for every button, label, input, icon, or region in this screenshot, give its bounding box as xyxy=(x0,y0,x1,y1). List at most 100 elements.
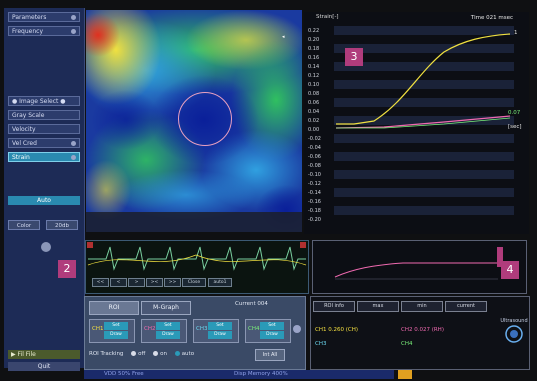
velocity-label: Velocity xyxy=(12,126,36,133)
y-tick-label: 0.04 xyxy=(308,109,319,115)
strain-image-view[interactable]: ◂ xyxy=(86,10,302,232)
ecg-waveform xyxy=(87,242,307,271)
channel-2-group: CH2 Set Draw xyxy=(141,319,187,343)
ch3-draw-button[interactable]: Draw xyxy=(208,331,232,339)
y-tick-label: -0.10 xyxy=(308,172,321,178)
radio-auto[interactable] xyxy=(174,351,180,356)
y-tick-label: 0.18 xyxy=(308,46,319,52)
grid-band xyxy=(334,188,514,197)
tab-roi[interactable]: ROI xyxy=(89,301,139,315)
radio-on[interactable] xyxy=(153,351,159,356)
callout-badge-3: 3 xyxy=(345,48,363,66)
ch2-draw-button[interactable]: Draw xyxy=(156,331,180,339)
y-tick-label: 0.08 xyxy=(308,91,319,97)
grid-band xyxy=(334,26,514,35)
gain-knob[interactable] xyxy=(41,242,51,252)
tab-m-graph[interactable]: M-Graph xyxy=(141,301,191,315)
radio-off[interactable] xyxy=(131,351,137,356)
y-tick-label: -0.04 xyxy=(308,145,321,151)
vel-cred-button[interactable]: Vel Cred xyxy=(8,138,80,148)
strain-color-map xyxy=(86,10,302,232)
ch4-draw-button[interactable]: Draw xyxy=(260,331,284,339)
tab-max[interactable]: max xyxy=(357,301,399,312)
memory-status: Disp Memory 400% xyxy=(234,371,288,377)
grid-band xyxy=(334,152,514,161)
ch2-set-button[interactable]: Set xyxy=(156,322,180,330)
series-line-ch1 xyxy=(336,33,511,125)
file-label: Fil File xyxy=(17,351,36,358)
roi-info-panel: ROI info max min current CH1 0.260 (CH) … xyxy=(310,296,530,370)
ch3-set-button[interactable]: Set xyxy=(208,322,232,330)
channel-1-group: CH1 Set Draw xyxy=(89,319,135,343)
fast-forward-button[interactable]: >> xyxy=(164,278,181,287)
grid-band xyxy=(334,44,514,53)
mini-curve-chart xyxy=(334,247,503,280)
frequency-button[interactable]: Frequency xyxy=(8,26,80,36)
radio-off-label: off xyxy=(138,351,146,357)
parameters-label: Parameters xyxy=(12,14,47,21)
roi-circle[interactable] xyxy=(178,92,232,146)
radio-on-label: on xyxy=(160,351,167,357)
y-axis-label: Strain[-] xyxy=(316,14,339,20)
mini-curve-panel xyxy=(312,240,527,294)
strain-button[interactable]: Strain xyxy=(8,152,80,162)
ch1-label: CH1 xyxy=(92,326,104,332)
close-button[interactable]: Close xyxy=(182,278,206,287)
gray-scale-label: Gray Scale xyxy=(12,112,45,119)
vel-cred-label: Vel Cred xyxy=(12,140,37,147)
ch4-set-button[interactable]: Set xyxy=(260,322,284,330)
toggle-dot-icon xyxy=(71,155,76,160)
y-tick-label: -0.06 xyxy=(308,154,321,160)
grid-band xyxy=(334,62,514,71)
frequency-label: Frequency xyxy=(12,28,43,35)
play-button[interactable]: > xyxy=(128,278,145,287)
step-button[interactable]: >< xyxy=(146,278,163,287)
ch4-label: CH4 xyxy=(248,326,260,332)
y-tick-label: -0.08 xyxy=(308,163,321,169)
y-tick-label: 0.16 xyxy=(308,55,319,61)
ch2-label: CH2 xyxy=(144,326,156,332)
gain-button[interactable]: 20db xyxy=(46,220,78,230)
time-readout: Time 021 msec xyxy=(470,15,513,21)
depth-marker: ◂ xyxy=(282,34,285,40)
toggle-dot-icon xyxy=(71,29,76,34)
ch1-set-button[interactable]: Set xyxy=(104,322,128,330)
strain-curve-chart: 0.22 0.20 0.18 0.16 0.14 0.12 0.10 0.08 0.06 0.04… xyxy=(308,26,514,223)
quit-button[interactable]: Quit xyxy=(8,362,80,371)
y-tick-label: 0.12 xyxy=(308,73,319,79)
ch4-value: CH4 xyxy=(401,341,413,347)
parameters-button[interactable]: Parameters xyxy=(8,12,80,22)
callout-badge-2: 2 xyxy=(58,260,76,278)
velocity-button[interactable]: Velocity xyxy=(8,124,80,134)
init-all-button[interactable]: Int All xyxy=(255,349,285,361)
image-select-header: ● Image Select ● xyxy=(8,96,80,106)
auto1-button[interactable]: auto1 xyxy=(208,278,232,287)
current-frame-label: Current 004 xyxy=(235,301,268,307)
y-tick-label: -0.16 xyxy=(308,199,321,205)
gray-scale-button[interactable]: Gray Scale xyxy=(8,110,80,120)
strain-label: Strain xyxy=(12,154,30,161)
y-tick-label: 0.06 xyxy=(308,100,319,106)
color-button[interactable]: Color xyxy=(8,220,40,230)
status-bar: VDD 50% Free Disp Memory 400% xyxy=(84,370,394,379)
vdd-status: VDD 50% Free xyxy=(104,371,144,377)
channel-3-group: CH3 Set Draw xyxy=(193,319,239,343)
left-control-panel: Parameters Frequency ● Image Select ● Gr… xyxy=(4,8,85,371)
y-tick-label: 0.14 xyxy=(308,64,319,70)
rewind-button[interactable]: << xyxy=(92,278,109,287)
toggle-dot-icon xyxy=(71,141,76,146)
ch1-draw-button[interactable]: Draw xyxy=(104,331,128,339)
tab-min[interactable]: min xyxy=(401,301,443,312)
series-line-ch2 xyxy=(335,115,511,129)
time-unit-label: [sec] xyxy=(508,124,522,130)
tab-current[interactable]: current xyxy=(445,301,487,312)
tab-roi-info[interactable]: ROI info xyxy=(313,301,355,312)
step-back-button[interactable]: < xyxy=(110,278,127,287)
y-tick-label: -0.18 xyxy=(308,208,321,214)
grid-band xyxy=(334,134,514,143)
ecg-panel[interactable]: << < > >< >> Close auto1 xyxy=(85,240,309,294)
channel-knob[interactable] xyxy=(293,325,301,333)
file-button[interactable]: ▶ Fil File xyxy=(8,350,80,359)
grid-band xyxy=(334,206,514,215)
auto-button[interactable]: Auto xyxy=(8,196,80,205)
